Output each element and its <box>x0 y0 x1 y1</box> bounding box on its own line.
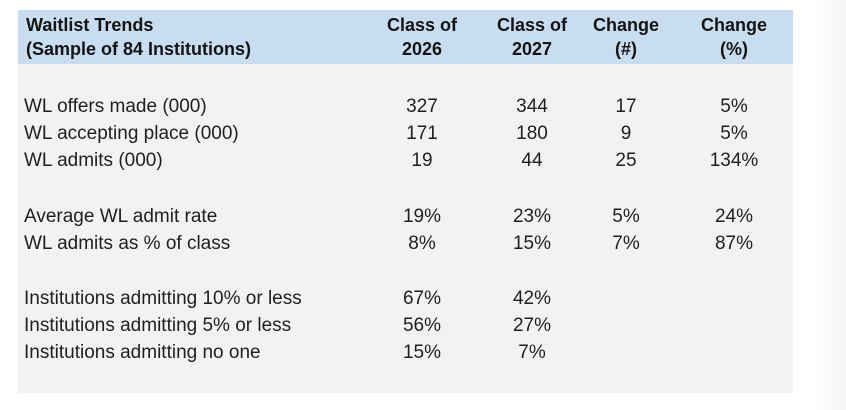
title-line-1: Waitlist Trends <box>26 15 154 35</box>
table-row: WL accepting place (000) 171 180 9 5% <box>18 120 793 147</box>
cell-class-2026: 56% <box>402 315 442 336</box>
title-line-2: (Sample of 84 Institutions) <box>26 39 252 59</box>
table-row: Average WL admit rate 19% 23% 5% 24% <box>18 203 793 230</box>
row-label: WL admits (000) <box>24 150 163 171</box>
row-label: WL admits as % of class <box>24 233 231 254</box>
cell-class-2027: 27% <box>512 315 552 336</box>
cell-change-num: 25 <box>615 150 637 171</box>
cell-class-2026: 8% <box>408 233 436 254</box>
row-label: Institutions admitting 10% or less <box>24 288 302 309</box>
column-header-change-num: Change (#) <box>592 15 659 59</box>
row-label: WL accepting place (000) <box>24 123 239 144</box>
row-label: Institutions admitting 5% or less <box>24 315 292 336</box>
column-header-class-2027: Class of 2027 <box>496 15 568 59</box>
cell-class-2026: 19% <box>402 206 442 227</box>
table-header: Waitlist Trends (Sample of 84 Institutio… <box>18 10 793 64</box>
cell-class-2027: 180 <box>516 123 548 144</box>
table-row: WL admits as % of class 8% 15% 7% 87% <box>18 230 793 257</box>
table-title: Waitlist Trends (Sample of 84 Institutio… <box>26 13 251 61</box>
cell-change-num: 9 <box>620 123 632 144</box>
cell-class-2026: 15% <box>402 342 442 363</box>
waitlist-table: Waitlist Trends (Sample of 84 Institutio… <box>18 10 793 393</box>
cell-change-pct: 87% <box>714 233 754 254</box>
cell-change-pct: 5% <box>720 96 748 117</box>
cell-class-2027: 15% <box>512 233 552 254</box>
cell-change-pct: 134% <box>709 150 759 171</box>
cell-class-2027: 7% <box>518 342 546 363</box>
cell-change-pct: 24% <box>714 206 754 227</box>
cell-class-2027: 344 <box>516 96 548 117</box>
cell-class-2027: 23% <box>512 206 552 227</box>
row-label: Average WL admit rate <box>24 206 218 227</box>
column-header-class-2026: Class of 2026 <box>386 15 458 59</box>
cell-change-pct: 5% <box>720 123 748 144</box>
cell-change-num: 5% <box>612 206 640 227</box>
column-header-change-pct: Change (%) <box>700 15 767 59</box>
cell-class-2027: 42% <box>512 288 552 309</box>
cell-class-2026: 327 <box>406 96 438 117</box>
page-edge-shadow <box>812 0 846 410</box>
table-row: Institutions admitting 5% or less 56% 27… <box>18 312 793 339</box>
table-row: Institutions admitting no one 15% 7% <box>18 339 793 366</box>
table-row: WL admits (000) 19 44 25 134% <box>18 147 793 174</box>
cell-class-2026: 171 <box>406 123 438 144</box>
table-row: WL offers made (000) 327 344 17 5% <box>18 93 793 120</box>
cell-class-2026: 19 <box>411 150 433 171</box>
cell-change-num: 17 <box>615 96 637 117</box>
row-label: Institutions admitting no one <box>24 342 261 363</box>
cell-class-2026: 67% <box>402 288 442 309</box>
table-row: Institutions admitting 10% or less 67% 4… <box>18 285 793 312</box>
row-label: WL offers made (000) <box>24 96 207 117</box>
cell-class-2027: 44 <box>521 150 543 171</box>
cell-change-num: 7% <box>612 233 640 254</box>
